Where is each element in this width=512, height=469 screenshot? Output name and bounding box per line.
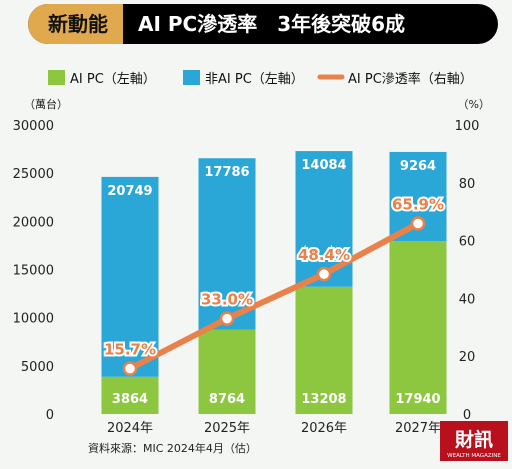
rate-point-0 <box>122 361 138 376</box>
header-tag-background <box>28 4 123 44</box>
data-label-ai-pc-2: 13208 <box>301 392 346 407</box>
right-tick-label-4: 80 <box>459 177 476 192</box>
right-tick-label-3: 60 <box>459 235 476 250</box>
data-label-ai-pc-1: 8764 <box>209 392 245 407</box>
bar-ai-pc-3 <box>389 241 447 414</box>
data-label-ai-pc-0: 3864 <box>112 392 148 407</box>
chart-title: AI PC滲透率 3年後突破6成 <box>138 12 405 36</box>
logo-text: 財訊 <box>455 428 493 451</box>
left-tick-label-2: 10000 <box>13 312 54 327</box>
header-tag: 新動能 <box>48 12 108 36</box>
x-tick-label-3: 2027年 <box>395 421 441 436</box>
left-axis-unit: （萬台） <box>24 97 68 111</box>
left-tick-label-1: 5000 <box>21 360 54 375</box>
magazine-logo: 財訊 WEALTH MAGAZINE <box>440 421 508 461</box>
x-tick-label-1: 2025年 <box>204 421 250 436</box>
bar-labels: 3864 20749 8764 17786 13208 14084 17940 9264 <box>107 158 440 407</box>
legend-label-non-ai-pc: 非AI PC（左軸） <box>205 72 304 87</box>
data-label-non-ai-pc-1: 17786 <box>204 165 249 180</box>
bar-ai-pc-1 <box>198 329 256 414</box>
left-tick-label-6: 30000 <box>13 119 54 134</box>
logo-background <box>440 421 508 461</box>
bars <box>101 151 447 414</box>
bar-non-ai-pc-1 <box>198 158 256 330</box>
left-tick-label-4: 20000 <box>13 215 54 230</box>
data-label-ai-pc-3: 17940 <box>395 392 440 407</box>
rate-data-label-1: 33.0% <box>201 291 253 309</box>
left-tick-label-0: 0 <box>46 408 54 423</box>
left-tick-label-3: 15000 <box>13 264 54 279</box>
right-tick-label-5: 100 <box>455 119 480 134</box>
bar-ai-pc-2 <box>295 286 353 414</box>
logo-subtext: WEALTH MAGAZINE <box>447 453 501 459</box>
legend-swatch-ai-pc <box>48 70 65 85</box>
data-label-non-ai-pc-3: 9264 <box>400 159 436 174</box>
right-axis-unit: （%） <box>458 98 490 111</box>
legend-swatch-non-ai-pc <box>183 70 200 85</box>
left-axis: 0 5000 10000 15000 20000 25000 30000 <box>13 119 54 423</box>
x-tick-label-2: 2026年 <box>301 421 347 436</box>
rate-point-3 <box>410 216 426 231</box>
rate-point-2 <box>316 266 332 282</box>
right-tick-label-2: 40 <box>459 292 476 307</box>
legend: AI PC（左軸） 非AI PC（左軸） AI PC滲透率（右軸） <box>48 70 473 87</box>
right-axis: 0 20 40 60 80 100 <box>455 119 480 423</box>
legend-label-rate: AI PC滲透率（右軸） <box>348 71 473 87</box>
rate-point-1 <box>219 311 235 326</box>
data-label-non-ai-pc-2: 14084 <box>301 158 346 173</box>
left-tick-label-5: 25000 <box>13 167 54 182</box>
rate-data-label-2: 48.4% <box>298 246 350 264</box>
source-note: 資料來源：MIC 2024年4月（估） <box>88 441 257 455</box>
rate-line-group: 15.7% 33.0% 48.4% 65.9% <box>102 194 446 376</box>
bar-ai-pc-0 <box>101 376 159 414</box>
header-banner <box>28 4 498 44</box>
right-tick-label-1: 20 <box>459 350 476 365</box>
rate-data-label-0: 15.7% <box>104 341 156 359</box>
rate-line <box>127 220 421 372</box>
right-tick-label-0: 0 <box>463 408 471 423</box>
legend-label-ai-pc: AI PC（左軸） <box>70 72 156 87</box>
rate-data-label-3: 65.9% <box>392 196 444 214</box>
x-tick-label-0: 2024年 <box>107 421 153 436</box>
data-label-non-ai-pc-0: 20749 <box>107 184 152 199</box>
bar-non-ai-pc-0 <box>101 176 159 377</box>
x-axis: 2024年 2025年 2026年 2027年 <box>107 421 441 436</box>
